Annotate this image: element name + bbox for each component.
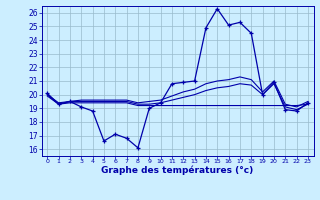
X-axis label: Graphe des températures (°c): Graphe des températures (°c) [101,166,254,175]
